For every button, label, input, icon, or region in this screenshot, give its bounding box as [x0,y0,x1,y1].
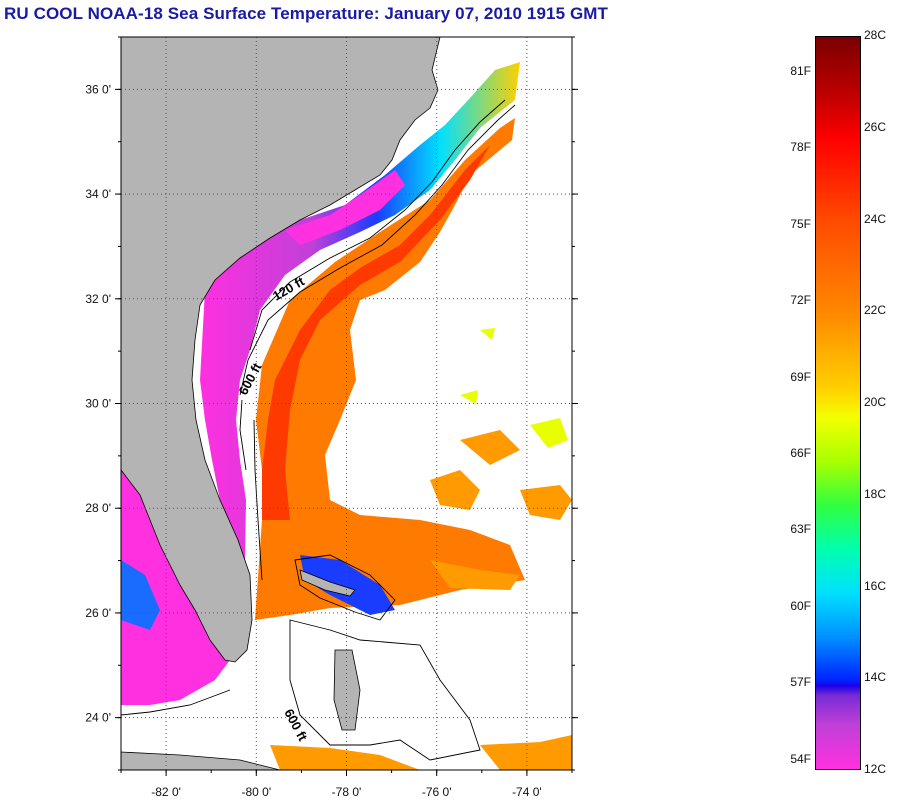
scattered-warm-patches [270,430,572,770]
cool-yellow-patches [460,328,568,448]
temperature-colorbar [815,36,861,770]
lon-label: -78 0' [332,785,362,799]
hot-core-region [262,145,490,520]
colorbar-celsius-label: 22C [864,303,887,318]
colorbar-fahrenheit-label: 75F [790,216,811,231]
lat-label: 24 0' [85,711,111,725]
colorbar-fahrenheit-label: 63F [790,522,811,537]
colorbar-celsius-label: 28C [864,28,887,42]
lat-label: 30 0' [85,397,111,411]
us-east-coast-land [121,37,441,663]
colorbar-fahrenheit-label: 57F [790,675,811,690]
grand-bahama-island [299,569,356,597]
colorbar-fahrenheit-label: 81F [790,63,811,78]
gulf-cold-water [121,460,230,705]
lon-label: -74 0' [512,785,542,799]
bahamas-bank-water [300,555,395,615]
lat-label: 34 0' [85,187,111,201]
colorbar-celsius-label: 26C [864,119,887,134]
lat-label: 26 0' [85,606,111,620]
colorbar-fahrenheit-label: 66F [790,445,811,460]
colorbar-fahrenheit-label: 69F [790,369,811,384]
gulf-blue-water [121,560,160,630]
colorbar-celsius-label: 14C [864,670,887,685]
colorbar-gradient [815,36,861,770]
colorbar-celsius-label: 18C [864,486,887,501]
colorbar-fahrenheit-label: 78F [790,140,811,155]
axis-labels: 24 0' 26 0' 28 0' 30 0' 32 0' 34 0' 36 0' -82 0… [85,82,541,799]
cold-pink-bay [285,170,405,245]
colorbar-celsius-label: 20C [864,395,887,409]
warm-water-region [255,118,525,620]
lon-label: -76 0' [422,785,452,799]
lon-label: -80 0' [241,785,271,799]
colorbar-fahrenheit-label: 72F [790,293,811,308]
colorbar-celsius-label: 24C [864,211,887,226]
cuba-land [121,751,281,770]
colorbar-celsius-label: 16C [864,578,887,593]
colorbar-fahrenheit-label: 60F [790,598,811,613]
lat-label: 28 0' [85,501,111,515]
colorbar-celsius-label: 12C [864,762,887,776]
shelf-water-band [200,62,520,560]
axis-ticks [115,36,578,776]
lat-label: 32 0' [85,292,111,306]
colorbar-fahrenheit-label: 54F [790,751,811,766]
lat-label: 36 0' [85,82,111,96]
lon-label: -82 0' [151,785,181,799]
depth-contours [121,99,516,761]
map-title: RU COOL NOAA-18 Sea Surface Temperature:… [4,4,609,23]
